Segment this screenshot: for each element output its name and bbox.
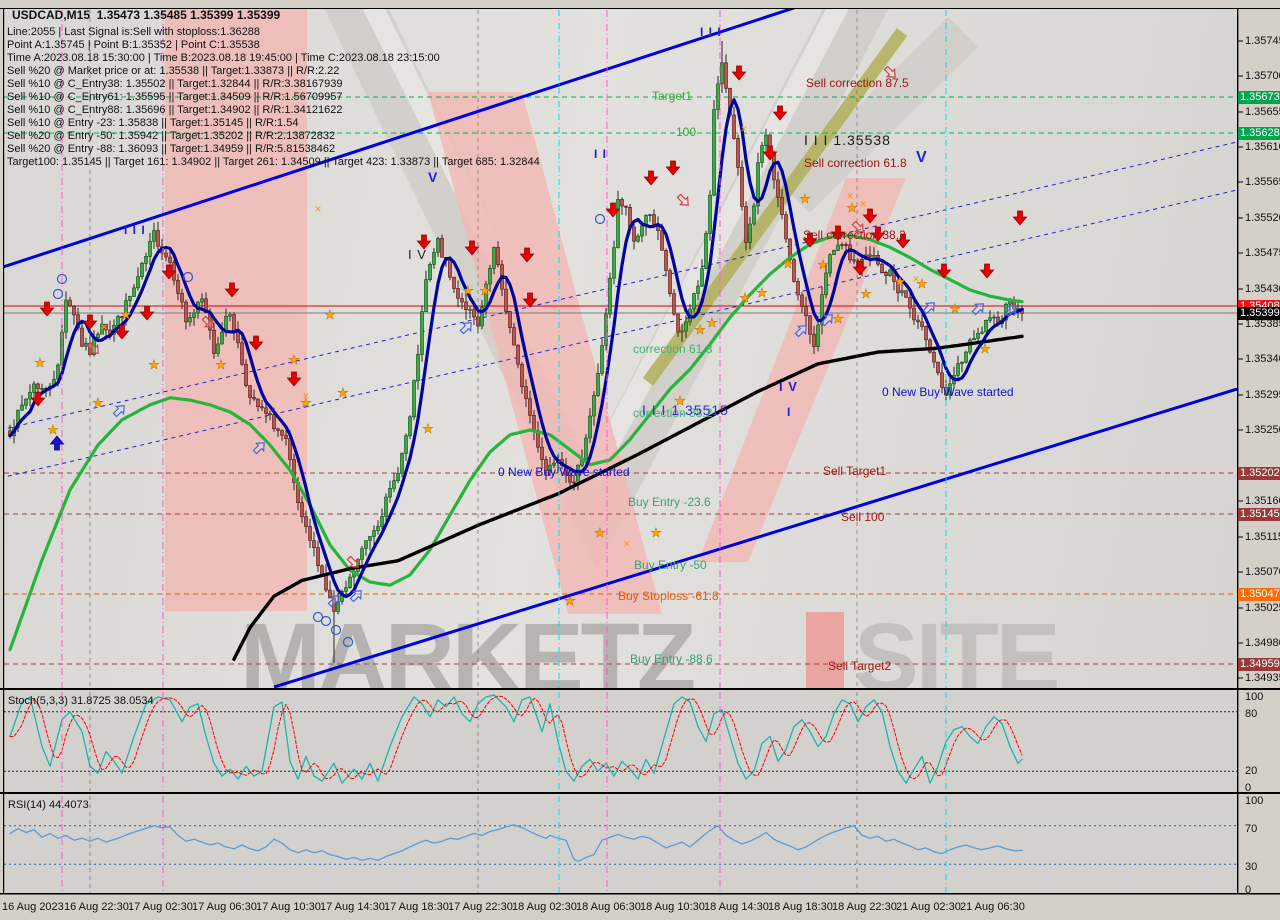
main-chart-panel[interactable]: MARKETZ SITE — [4, 9, 1237, 688]
price-axis[interactable] — [1238, 0, 1280, 894]
rsi-panel[interactable] — [4, 795, 1237, 893]
time-axis[interactable] — [0, 895, 1280, 920]
watermark-left: MARKETZ — [240, 603, 696, 688]
stochastic-panel[interactable] — [4, 691, 1237, 792]
watermark-right: SITE — [854, 603, 1061, 688]
